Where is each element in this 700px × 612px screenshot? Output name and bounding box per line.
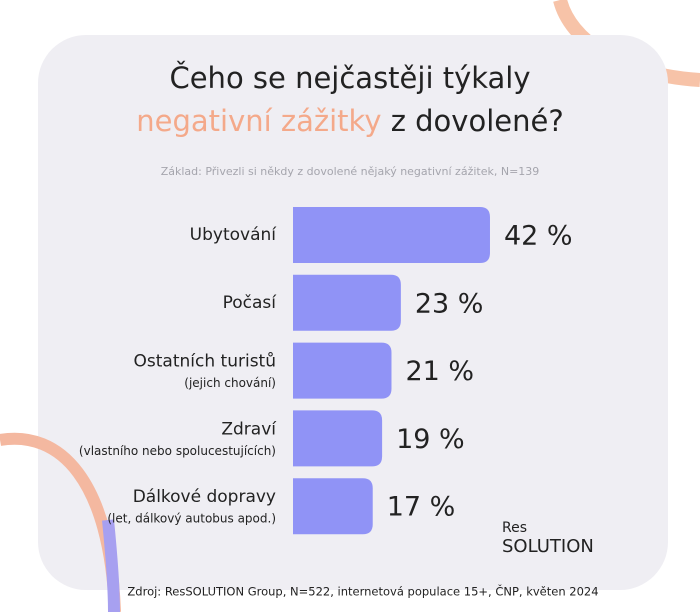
logo: SOLUTION bbox=[502, 536, 594, 557]
category-label: Zdraví bbox=[221, 419, 277, 439]
title-highlight: negativní zážitky bbox=[136, 104, 381, 138]
bar bbox=[293, 274, 401, 331]
category-note: (vlastního nebo spolucestujících) bbox=[79, 444, 276, 458]
logo: Res bbox=[502, 520, 527, 536]
value-label: 19 % bbox=[396, 424, 465, 455]
category-label: Ubytování bbox=[190, 225, 278, 245]
category-note: (let, dálkový autobus apod.) bbox=[107, 512, 276, 526]
subtitle: Základ: Přivezli si někdy z dovolené něj… bbox=[161, 165, 540, 178]
chart-title: z dovolené? bbox=[391, 104, 564, 138]
bar bbox=[293, 342, 392, 399]
category-label: Dálkové dopravy bbox=[133, 487, 276, 507]
value-label: 42 % bbox=[504, 221, 573, 252]
value-label: 17 % bbox=[387, 492, 456, 523]
value-label: 21 % bbox=[405, 356, 474, 387]
chart-title: negativní zážitky z dovolené? bbox=[136, 104, 563, 138]
category-label: Počasí bbox=[223, 293, 278, 313]
category-label: Ostatních turistů bbox=[134, 352, 276, 372]
bar bbox=[293, 410, 383, 467]
category-note: (jejich chování) bbox=[184, 376, 276, 390]
decoration bbox=[102, 519, 120, 612]
source: Zdroj: ResSOLUTION Group, N=522, interne… bbox=[127, 584, 598, 599]
bar bbox=[293, 207, 490, 263]
value-label: 23 % bbox=[415, 288, 484, 319]
bar bbox=[293, 478, 373, 535]
chart-title: Čeho se nejčastěji týkaly bbox=[169, 61, 530, 95]
